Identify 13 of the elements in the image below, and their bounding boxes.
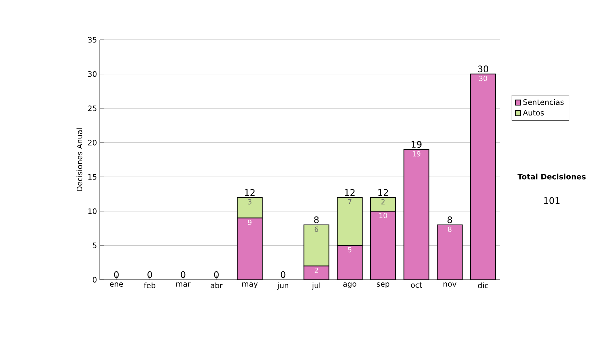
total-label: 0 xyxy=(114,271,119,278)
total-label: 12 xyxy=(245,189,255,196)
total-label: 8 xyxy=(448,216,452,224)
total-label: 12 xyxy=(378,189,388,196)
total-label: 0 xyxy=(281,271,286,278)
text: 101 xyxy=(544,197,560,204)
total-label: 0 xyxy=(181,271,186,278)
total-label: 0 xyxy=(214,271,219,278)
total-label: 19 xyxy=(412,141,422,148)
total-label: 30 xyxy=(478,66,488,73)
total-label: 12 xyxy=(345,189,355,196)
total-label: 8 xyxy=(314,216,319,224)
total-label: 0 xyxy=(148,271,152,278)
